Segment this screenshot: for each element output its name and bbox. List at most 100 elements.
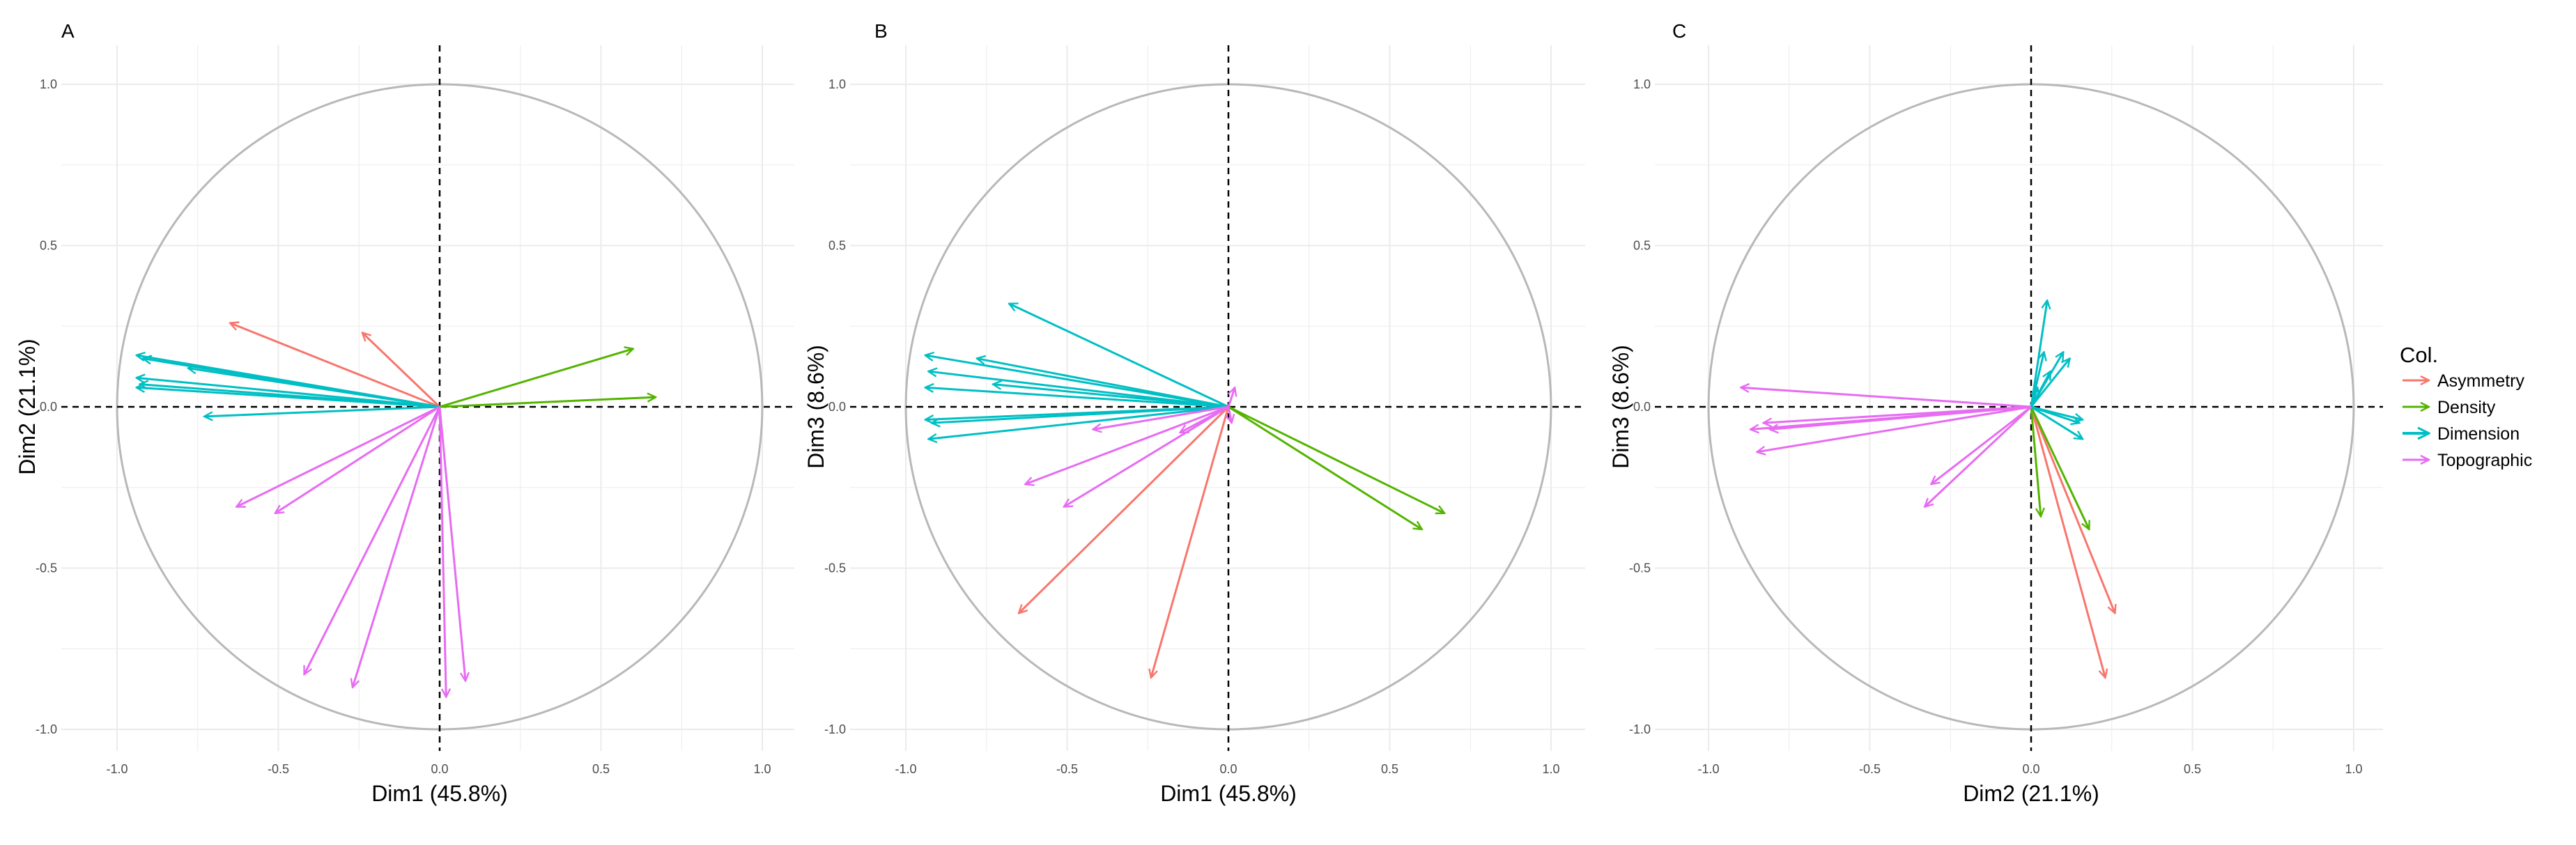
loading-arrow bbox=[1931, 405, 2032, 484]
x-tick-label: 0.0 bbox=[2022, 762, 2039, 776]
loading-arrow bbox=[2030, 371, 2052, 408]
x-tick-label: 1.0 bbox=[2345, 762, 2362, 776]
loading-arrow bbox=[275, 405, 440, 513]
loading-arrow bbox=[230, 323, 440, 408]
loading-arrow bbox=[2030, 359, 2070, 408]
x-tick-label: -1.0 bbox=[106, 762, 128, 776]
panel-letter: C bbox=[1672, 20, 1686, 42]
y-tick-label: 1.0 bbox=[40, 77, 57, 91]
loading-arrow bbox=[236, 405, 440, 508]
loading-arrow bbox=[925, 387, 1229, 408]
y-tick-label: 0.0 bbox=[40, 400, 57, 414]
loading-arrow bbox=[2030, 405, 2083, 420]
x-tick-label: 1.0 bbox=[1542, 762, 1559, 776]
legend-item-dimension: Dimension bbox=[2403, 424, 2520, 444]
series-topographic bbox=[236, 405, 465, 697]
loading-arrow bbox=[2030, 406, 2115, 613]
series-dimension bbox=[137, 355, 440, 417]
loading-arrow bbox=[977, 359, 1229, 408]
loading-arrow bbox=[438, 406, 446, 697]
loading-arrow bbox=[1064, 405, 1229, 507]
loading-arrow bbox=[993, 385, 1229, 408]
x-axis-title: Dim1 (45.8%) bbox=[1160, 781, 1297, 806]
grid bbox=[1655, 45, 2383, 751]
loading-arrow bbox=[362, 333, 441, 408]
loading-arrow bbox=[2030, 405, 2083, 439]
loading-arrow bbox=[1770, 405, 2032, 429]
y-tick-label: -1.0 bbox=[36, 722, 57, 736]
series-dimension bbox=[925, 304, 1229, 439]
loading-arrow bbox=[303, 406, 441, 674]
loading-arrow bbox=[438, 406, 465, 681]
y-tick-label: -1.0 bbox=[1629, 722, 1651, 736]
x-axis-title: Dim1 (45.8%) bbox=[371, 781, 508, 806]
legend-label: Density bbox=[2437, 398, 2496, 417]
series-density bbox=[2030, 406, 2089, 529]
y-tick-label: 1.0 bbox=[1633, 77, 1651, 91]
series-density bbox=[1228, 405, 1444, 529]
legend-title: Col. bbox=[2400, 343, 2438, 367]
loading-arrow bbox=[353, 406, 441, 688]
x-tick-label: 0.0 bbox=[1219, 762, 1237, 776]
loading-arrow bbox=[137, 387, 440, 408]
loading-arrow bbox=[439, 397, 656, 408]
panel-a: A -1.0 -0.5 0.0 0.5 1.0 -1.0 -0.5 0.0 0.5 1.0 Dim1 … bbox=[15, 20, 794, 806]
loading-arrow bbox=[928, 371, 1229, 408]
y-axis-title: Dim3 (8.6%) bbox=[803, 345, 828, 469]
loading-arrow bbox=[1180, 405, 1229, 434]
x-tick-label: -0.5 bbox=[268, 762, 289, 776]
loading-arrow bbox=[2030, 406, 2041, 516]
loading-arrow bbox=[1925, 405, 2033, 507]
x-axis-title: Dim2 (21.1%) bbox=[1963, 781, 2099, 806]
loading-arrow bbox=[1741, 387, 2032, 408]
y-axis-title: Dim3 (8.6%) bbox=[1608, 345, 1633, 469]
x-tick-label: 0.0 bbox=[431, 762, 448, 776]
x-tick-label: -0.5 bbox=[1859, 762, 1881, 776]
y-tick-label: 0.0 bbox=[828, 400, 846, 414]
loading-arrow bbox=[1025, 405, 1229, 484]
y-axis-title: Dim2 (21.1%) bbox=[15, 339, 40, 475]
loading-arrow bbox=[1757, 405, 2032, 452]
loading-arrow bbox=[439, 349, 633, 408]
series-dimension bbox=[2030, 300, 2083, 439]
loading-arrow bbox=[1009, 304, 1229, 408]
y-tick-label: -0.5 bbox=[824, 561, 846, 575]
grid bbox=[850, 45, 1585, 751]
y-tick-label: 0.5 bbox=[1633, 239, 1651, 253]
y-tick-label: 0.5 bbox=[828, 239, 846, 253]
series-asymmetry bbox=[1019, 405, 1230, 678]
loading-arrow bbox=[1228, 405, 1444, 515]
x-tick-label: 0.5 bbox=[592, 762, 610, 776]
y-tick-label: 0.0 bbox=[1633, 400, 1651, 414]
loading-arrow bbox=[1227, 387, 1235, 408]
loading-arrow bbox=[204, 405, 440, 417]
series-asymmetry bbox=[2030, 406, 2115, 678]
x-tick-label: -0.5 bbox=[1056, 762, 1078, 776]
loading-arrow bbox=[932, 405, 1229, 423]
series-topographic bbox=[1025, 387, 1235, 506]
loading-arrow bbox=[1228, 406, 1232, 423]
series-density bbox=[439, 349, 656, 408]
y-tick-label: -0.5 bbox=[1629, 561, 1651, 575]
legend-item-density: Density bbox=[2403, 398, 2496, 417]
legend-item-topographic: Topographic bbox=[2403, 451, 2532, 470]
legend-label: Topographic bbox=[2437, 451, 2532, 470]
legend: Col. Asymmetry Density Dimension Topographi… bbox=[2400, 343, 2532, 470]
x-tick-label: 0.5 bbox=[1381, 762, 1398, 776]
panel-c: C -1.0 -0.5 0.0 0.5 1.0 -1.0 -0.5 0.0 0.5 1.0 Dim2 … bbox=[1608, 20, 2383, 806]
loading-arrow bbox=[188, 368, 440, 408]
loading-arrow bbox=[928, 405, 1229, 439]
legend-label: Dimension bbox=[2437, 424, 2520, 444]
x-tick-label: -1.0 bbox=[1697, 762, 1719, 776]
grid bbox=[61, 45, 794, 751]
loading-arrow bbox=[1019, 405, 1230, 613]
panel-b: B -1.0 -0.5 0.0 0.5 1.0 -1.0 -0.5 0.0 0.5 1.0 Dim1 … bbox=[803, 20, 1585, 806]
panel-letter: A bbox=[61, 20, 75, 42]
loading-arrow bbox=[1093, 405, 1229, 429]
loading-arrow bbox=[1764, 405, 2032, 423]
y-tick-label: -1.0 bbox=[824, 722, 846, 736]
y-tick-label: -0.5 bbox=[36, 561, 57, 575]
loading-arrow bbox=[2030, 387, 2037, 408]
series-topographic bbox=[1741, 387, 2033, 507]
